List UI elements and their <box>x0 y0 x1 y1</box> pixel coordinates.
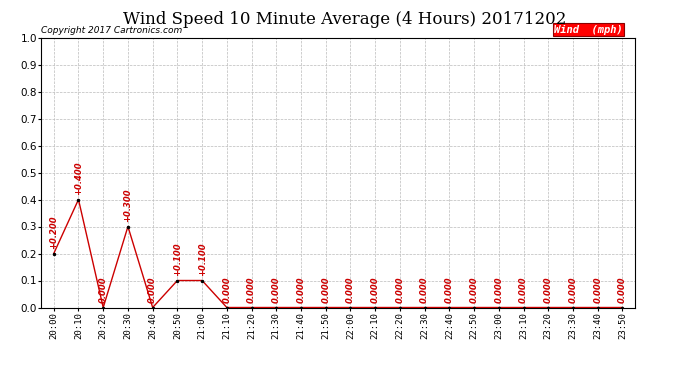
Text: 0.000: 0.000 <box>618 277 627 303</box>
Text: 0.000: 0.000 <box>494 277 503 303</box>
Text: 0.000: 0.000 <box>420 277 429 303</box>
Text: 0.000: 0.000 <box>322 277 331 303</box>
Text: 0.000: 0.000 <box>593 277 602 303</box>
Text: 0.000: 0.000 <box>371 277 380 303</box>
Text: 0.000: 0.000 <box>346 277 355 303</box>
Text: 0.000: 0.000 <box>544 277 553 303</box>
Text: +0.200: +0.200 <box>49 216 58 249</box>
Text: +0.100: +0.100 <box>197 243 206 276</box>
Text: 0.000: 0.000 <box>395 277 404 303</box>
Text: 0.000: 0.000 <box>569 277 578 303</box>
Text: 0.000: 0.000 <box>445 277 454 303</box>
Text: 0.000: 0.000 <box>519 277 528 303</box>
Text: 0.000: 0.000 <box>247 277 256 303</box>
Text: +0.100: +0.100 <box>173 243 182 276</box>
Text: 0.000: 0.000 <box>272 277 281 303</box>
Text: 0.000: 0.000 <box>222 277 231 303</box>
Text: Wind  (mph): Wind (mph) <box>554 25 623 35</box>
Text: Copyright 2017 Cartronics.com: Copyright 2017 Cartronics.com <box>41 26 183 35</box>
Text: +0.400: +0.400 <box>74 162 83 195</box>
Text: +0.300: +0.300 <box>124 189 132 222</box>
Text: 0.000: 0.000 <box>470 277 479 303</box>
Text: 0.000: 0.000 <box>297 277 306 303</box>
Text: 0.000: 0.000 <box>99 277 108 303</box>
Text: 0.000: 0.000 <box>148 277 157 303</box>
Text: Wind Speed 10 Minute Average (4 Hours) 20171202: Wind Speed 10 Minute Average (4 Hours) 2… <box>124 11 566 28</box>
